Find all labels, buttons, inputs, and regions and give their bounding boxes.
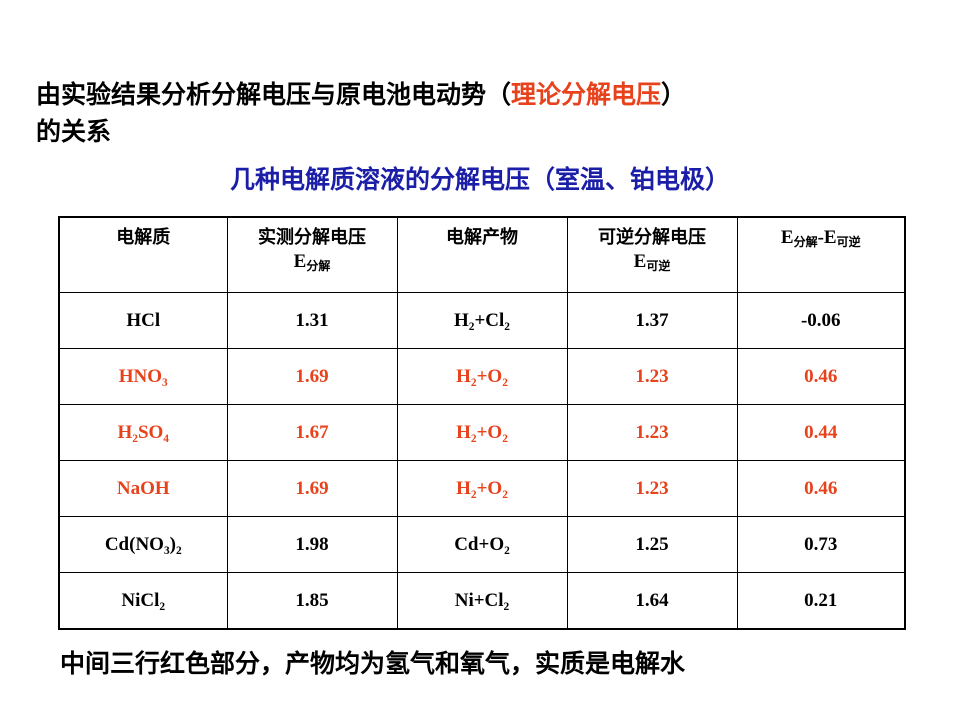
cell-electrolyte: Cd(NO₃)₂ — [58, 516, 228, 573]
cell-electrolyte: NiCl₂ — [58, 572, 228, 630]
heading-text-end: ） — [661, 80, 687, 109]
cell-products: H₂+O₂ — [396, 404, 568, 461]
heading-text: 由实验结果分析分解电压与原电池电动势（ — [36, 80, 512, 109]
cell-measured: 1.69 — [226, 460, 398, 517]
cell-products: H₂+O₂ — [396, 348, 568, 405]
cell-reversible: 1.23 — [566, 348, 738, 405]
table-row: HCl 1.31 H₂+Cl₂ 1.37 -0.06 — [58, 292, 906, 349]
cell-difference: 0.44 — [736, 404, 906, 461]
heading-line2: 的关系 — [36, 117, 112, 146]
cell-difference: 0.46 — [736, 348, 906, 405]
table-row: NaOH 1.69 H₂+O₂ 1.23 0.46 — [58, 460, 906, 517]
header-reversible: 可逆分解电压 E可逆 — [566, 216, 738, 293]
header-products: 电解产物 — [396, 216, 568, 293]
table-row: Cd(NO₃)₂ 1.98 Cd+O₂ 1.25 0.73 — [58, 516, 906, 573]
table-header-row: 电解质 实测分解电压 E分解 电解产物 可逆分解电压 E可逆 E分解-E可逆 — [58, 216, 906, 293]
cell-electrolyte: H₂SO₄ — [58, 404, 228, 461]
cell-products: Cd+O₂ — [396, 516, 568, 573]
cell-reversible: 1.25 — [566, 516, 738, 573]
cell-measured: 1.31 — [226, 292, 398, 349]
cell-electrolyte: NaOH — [58, 460, 228, 517]
cell-electrolyte: HCl — [58, 292, 228, 349]
cell-measured: 1.85 — [226, 572, 398, 630]
table-title: 几种电解质溶液的分解电压（室温、铂电极） — [229, 165, 730, 194]
header-measured: 实测分解电压 E分解 — [226, 216, 398, 293]
cell-measured: 1.67 — [226, 404, 398, 461]
cell-measured: 1.69 — [226, 348, 398, 405]
cell-difference: 0.21 — [736, 572, 906, 630]
table-row: NiCl₂ 1.85 Ni+Cl₂ 1.64 0.21 — [58, 572, 906, 630]
cell-electrolyte: HNO₃ — [58, 348, 228, 405]
footer-note: 中间三行红色部分，产物均为氢气和氧气，实质是电解水 — [60, 649, 686, 678]
header-difference: E分解-E可逆 — [736, 216, 906, 293]
cell-reversible: 1.64 — [566, 572, 738, 630]
cell-products: Ni+Cl₂ — [396, 572, 568, 630]
cell-reversible: 1.23 — [566, 404, 738, 461]
cell-measured: 1.98 — [226, 516, 398, 573]
cell-reversible: 1.23 — [566, 460, 738, 517]
cell-products: H₂+O₂ — [396, 460, 568, 517]
decomposition-voltage-table: 电解质 实测分解电压 E分解 电解产物 可逆分解电压 E可逆 E分解-E可逆 H… — [58, 216, 906, 630]
table-row: H₂SO₄ 1.67 H₂+O₂ 1.23 0.44 — [58, 404, 906, 461]
heading-highlight: 理论分解电压 — [511, 80, 662, 109]
heading: 由实验结果分析分解电压与原电池电动势（理论分解电压） 的关系 — [36, 76, 916, 150]
header-electrolyte: 电解质 — [58, 216, 228, 293]
cell-difference: -0.06 — [736, 292, 906, 349]
cell-difference: 0.46 — [736, 460, 906, 517]
cell-difference: 0.73 — [736, 516, 906, 573]
cell-products: H₂+Cl₂ — [396, 292, 568, 349]
table-row: HNO₃ 1.69 H₂+O₂ 1.23 0.46 — [58, 348, 906, 405]
cell-reversible: 1.37 — [566, 292, 738, 349]
